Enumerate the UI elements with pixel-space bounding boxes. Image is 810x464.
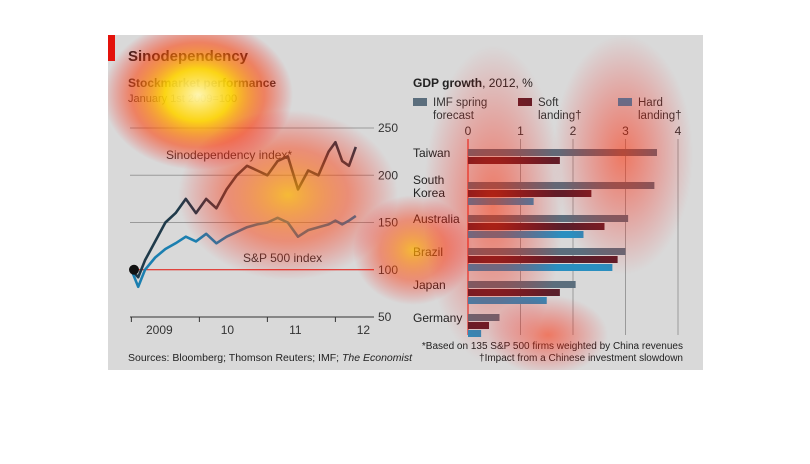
category-label: Japan	[413, 278, 446, 292]
bar	[468, 289, 560, 296]
bar	[468, 231, 584, 238]
bar-chart-title-sub: , 2012, %	[482, 76, 533, 90]
bar	[468, 149, 657, 156]
bar	[468, 264, 613, 271]
bar	[468, 223, 605, 230]
bar	[468, 215, 629, 222]
baseline-start-dot	[129, 264, 139, 275]
x-tick-label: 1	[517, 124, 524, 138]
y-tick-label: 150	[378, 216, 398, 230]
y-tick-label: 100	[378, 263, 398, 277]
legend-label: landing†	[538, 110, 581, 122]
x-tick-label: 2	[570, 124, 577, 138]
sources-italic: The Economist	[342, 352, 413, 364]
line-chart-title: Stockmarket performance	[128, 76, 276, 90]
legend-label: Soft	[538, 97, 559, 109]
bar	[468, 248, 626, 255]
line-chart-x-axis: 2009 10 11 12	[130, 316, 374, 337]
category-label: Brazil	[413, 245, 443, 259]
series-label-sinodependency: Sinodependency index*	[166, 148, 292, 162]
legend-swatch	[413, 98, 427, 106]
figure-title: Sinodependency	[128, 48, 249, 65]
x-tick-label: 11	[289, 323, 302, 337]
bar	[468, 157, 560, 164]
y-tick-label: 200	[378, 168, 398, 182]
bar	[468, 322, 489, 329]
sources-text: Sources: Bloomberg; Thomson Reuters; IMF…	[128, 352, 342, 364]
line-chart-subtitle: January 1st 2009=100	[128, 93, 237, 105]
bar	[468, 297, 547, 304]
x-tick-label: 2009	[146, 323, 173, 337]
footnote-2: †Impact from a Chinese investment slowdo…	[479, 353, 683, 364]
bar	[468, 182, 655, 189]
legend-label: IMF spring	[433, 97, 487, 109]
bar	[468, 198, 534, 205]
bar	[468, 190, 592, 197]
legend-swatch	[518, 98, 532, 106]
series-label-sp500: S&P 500 index	[243, 251, 322, 265]
legend-label: forecast	[433, 110, 475, 122]
economist-chart-figure: Sinodependency Stockmarket performance J…	[108, 35, 703, 370]
title-accent-bar	[108, 35, 115, 61]
bar-chart-title: GDP growth, 2012, %	[413, 76, 533, 90]
bar	[468, 314, 500, 321]
x-tick-label: 10	[221, 323, 235, 337]
x-tick-label: 3	[622, 124, 629, 138]
legend-label: landing†	[638, 110, 681, 122]
category-label: South	[413, 173, 444, 187]
sources-note: Sources: Bloomberg; Thomson Reuters; IMF…	[128, 352, 413, 364]
x-tick-label: 12	[357, 323, 371, 337]
y-tick-label: 250	[378, 121, 398, 135]
category-label: Germany	[413, 311, 462, 325]
category-label: Korea	[413, 186, 445, 200]
category-label: Australia	[413, 212, 460, 226]
bar-chart-legend: IMF springforecastSoftlanding†Hardlandin…	[413, 97, 681, 122]
bar	[468, 256, 618, 263]
category-label: Taiwan	[413, 146, 450, 160]
bar	[468, 281, 576, 288]
bar-chart-title-main: GDP growth	[413, 76, 482, 90]
legend-swatch	[618, 98, 632, 106]
x-tick-label: 0	[465, 124, 472, 138]
bar	[468, 330, 482, 337]
footnote-1: *Based on 135 S&P 500 firms weighted by …	[422, 341, 683, 352]
y-tick-label: 50	[378, 310, 392, 324]
legend-label: Hard	[638, 97, 663, 109]
x-tick-label: 4	[675, 124, 682, 138]
